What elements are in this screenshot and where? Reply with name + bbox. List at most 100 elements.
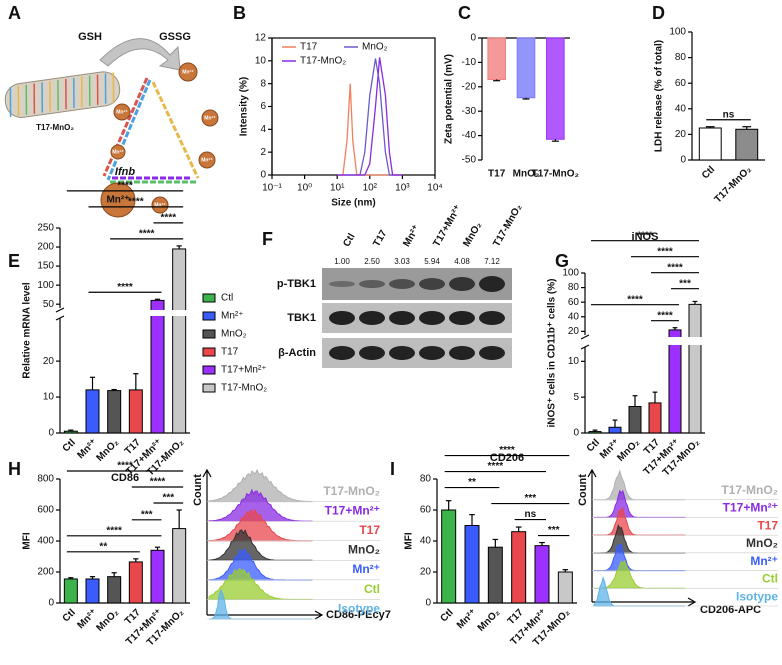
tube-stripe [65,79,67,110]
error-bar [522,97,530,100]
ion-label: Mn²⁺ [204,115,216,121]
y-tick-label: 0 [680,155,686,166]
bar [735,128,759,161]
y-axis-label: LDH release (% of total) [654,40,665,152]
tube-stripe [49,81,51,112]
bar [487,546,503,604]
blot-band [419,346,445,360]
error-bar [445,500,452,510]
x-tick-label: Ctl [700,164,717,181]
tube-stripe [17,85,20,116]
bar [107,390,122,434]
y-tick-label: 200 [37,242,54,253]
error-bar [68,577,74,579]
blot-band [479,311,505,325]
y-axis-label: Intensity (%) [239,77,250,136]
legend-label: Ctl [221,293,233,304]
trace-label: T17 [757,518,778,532]
bar [128,561,143,604]
y-tick-label: 5 [573,392,579,403]
quantification: 2.50 [364,257,380,266]
y-tick-label: 12 [255,33,267,44]
mn-ion [110,144,126,160]
ion-label: Mn²⁺ [106,195,129,206]
x-tick-label: MnO₂ [476,607,503,634]
error-bar [111,388,117,391]
y-tick-label: -40 [462,130,477,141]
bar [63,578,78,604]
error-bar [632,395,638,407]
bar [172,528,187,604]
bar [588,431,602,434]
x-axis-label: CD206-APC [700,604,761,616]
blot-band [329,346,355,360]
dna-tube [4,71,121,118]
x-tick-label: 10⁴ [427,183,442,194]
mn-ion [198,151,216,169]
histogram-trace [208,468,313,503]
origami-strand [151,81,200,179]
y-tick-label: 0 [48,428,54,439]
x-tick-label: Ctl [61,607,78,624]
ion-label: Mn²⁺ [112,149,124,155]
trace-label: Isotype [736,589,778,603]
y-tick-label: 40 [675,103,687,114]
ion-label: Mn²⁺ [154,202,166,208]
trace-label: Ctl [364,582,380,596]
x-tick-label: MnO₂ [615,437,642,464]
histogram-trace [593,506,686,536]
significance-label: *** [679,278,691,289]
significance-label: **** [488,461,504,472]
panel-label: H [8,459,21,479]
lane-label: Mn²⁺ [401,223,422,248]
x-tick-label: 10⁰ [297,183,312,194]
blot-band [359,280,385,288]
bar [628,405,642,434]
row-label: p-TBK1 [277,278,316,290]
legend-label: MnO₂ [221,329,247,340]
trace-label: Mn²⁺ [750,554,778,568]
x-tick-label: T17 [488,169,506,180]
x-tick-label: 10⁻¹ [262,183,282,194]
bar [150,549,165,604]
significance-label: **** [637,230,653,241]
blot-band [329,281,355,287]
y-axis-label: Zeta potential (mV) [444,54,455,144]
significance-label: ** [468,477,476,488]
x-axis-label: CD86-PEcy7 [326,609,391,621]
y-axis-label: MFI [404,532,415,549]
y-axis-arrow [587,468,597,602]
y-tick-label: 0 [48,598,54,609]
bar [85,389,100,434]
lane-label: T17-MnO₂ [491,202,524,248]
blot-band [389,346,415,360]
legend-swatch [202,347,216,357]
histogram-trace [593,489,686,518]
bar [441,509,457,604]
blot-band [419,278,445,290]
significance-label: **** [139,229,155,240]
histogram-trace [208,508,313,542]
y-tick-label: 2 [260,147,266,158]
y-tick-label: -30 [462,106,477,117]
series-line [337,57,403,176]
trace-label: T17+Mn²⁺ [325,504,380,518]
break-mark [55,307,65,313]
tube-stripe [96,74,99,105]
histogram-trace [593,559,686,589]
significance-label: **** [150,477,166,488]
error-bar [154,298,161,301]
significance-label: **** [667,262,683,273]
y-tick-label: 80 [675,52,687,63]
bar [511,531,527,604]
significance-label: **** [657,246,673,257]
significance-label: ns [723,109,735,120]
origami-strand [102,77,149,177]
error-bar [493,79,501,82]
y-tick-label: 60 [568,297,580,308]
blot-band [359,346,385,360]
error-bar [539,541,545,546]
bar [85,578,100,604]
legend-swatch [202,383,216,393]
y-tick-label: -10 [462,57,477,68]
